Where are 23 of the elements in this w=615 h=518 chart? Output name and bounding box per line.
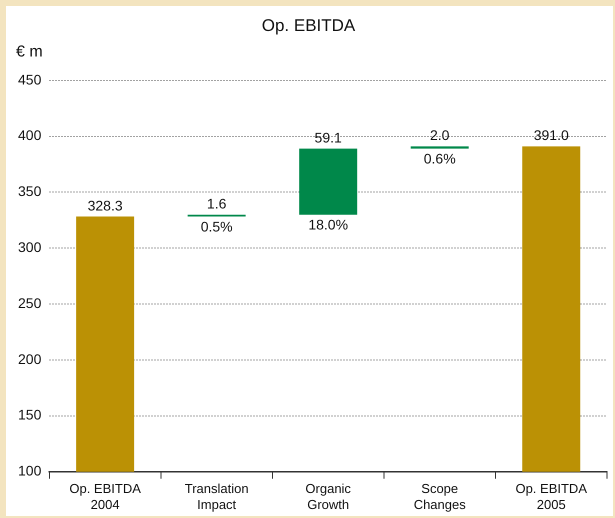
y-tick-label: 300 — [18, 239, 42, 255]
y-tick-label: 200 — [18, 350, 42, 367]
y-tick-label: 250 — [18, 294, 42, 311]
x-tick-label: Scope Changes — [414, 481, 466, 512]
data-label: 328.3 — [88, 197, 123, 214]
y-tick-label: 450 — [18, 71, 42, 88]
data-label: 391.0 — [534, 127, 569, 144]
data-label: 1.6 — [206, 196, 227, 212]
data-label: 2.0 — [430, 127, 450, 144]
y-tick-label: 350 — [18, 183, 42, 200]
x-tick-label: Translation Impact — [184, 481, 249, 512]
x-tick-label: Organic Growth — [305, 481, 352, 512]
chart-title: Op. EBITDA — [262, 16, 356, 35]
data-label: 59.1 — [314, 129, 342, 146]
y-tick-label: 400 — [18, 127, 42, 144]
y-tick-label: 150 — [18, 406, 42, 423]
annotation: 18.0% — [308, 216, 348, 233]
annotation: 0.5% — [200, 218, 233, 234]
annotation: 0.6% — [424, 150, 456, 166]
x-tick-label: Op. EBITDA 2004 — [69, 481, 142, 512]
y-axis-title: € m — [16, 43, 43, 60]
y-tick-label: 100 — [18, 462, 42, 479]
x-tick-label: Op. EBITDA 2005 — [515, 481, 588, 512]
